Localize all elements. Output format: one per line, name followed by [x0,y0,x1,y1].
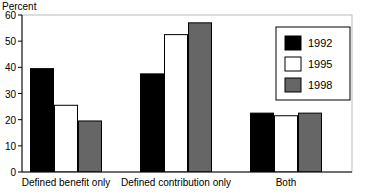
legend-swatch [285,36,301,50]
plot-frame [22,15,352,172]
bar [31,69,54,172]
y-tick-label: 0 [10,167,16,178]
chart: Percent0102030405060Defined benefit only… [0,0,366,193]
y-tick-label: 60 [5,10,17,21]
bar [275,116,298,172]
bar [189,23,212,172]
y-tick-label: 20 [5,115,17,126]
bar [251,113,274,172]
y-tick [18,93,22,94]
legend-swatch [285,57,301,71]
y-tick [18,145,22,146]
x-tick-label: Both [276,177,297,188]
x-tick-label: Defined contribution only [121,177,231,188]
y-tick [18,15,22,16]
x-axis [22,172,352,173]
y-axis [22,15,23,172]
legend-swatch [285,78,301,92]
bar [141,74,164,172]
y-tick [18,67,22,68]
y-tick [18,41,22,42]
legend-label: 1992 [308,37,332,49]
bar [165,35,188,172]
y-tick-label: 40 [5,62,17,73]
legend: 1992 1995 1998 [276,27,350,100]
bar [299,113,322,172]
y-tick-label: 50 [5,36,17,47]
y-tick-label: 30 [5,89,17,100]
y-tick-label: 10 [5,141,17,152]
legend-label: 1995 [308,58,332,70]
legend-label: 1998 [308,79,332,91]
x-tick-label: Defined benefit only [22,177,110,188]
y-tick [18,172,22,173]
bar [55,105,78,172]
bar [79,121,102,172]
y-tick [18,119,22,120]
legend-box [276,27,350,100]
